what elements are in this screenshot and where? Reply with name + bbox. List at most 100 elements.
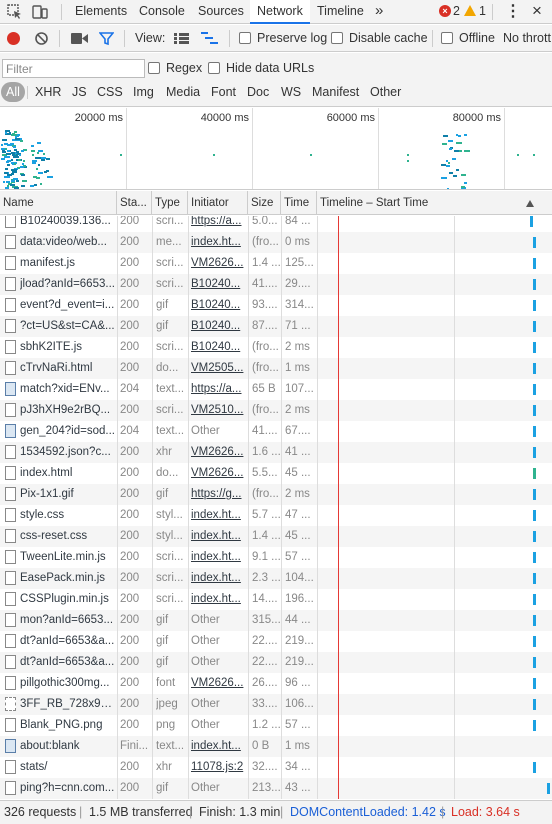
cell-initiator[interactable]: VM2505...	[191, 362, 244, 374]
table-row[interactable]: ?ct=US&st=CA&... 200 gif B10240... 87.... 71 …	[0, 316, 552, 337]
table-row[interactable]: manifest.js 200 scri... VM2626... 1.4 ... 125…	[0, 253, 552, 274]
more-tabs-button[interactable]: »	[375, 2, 384, 19]
table-row[interactable]: Pix-1x1.gif 200 gif https://g... (fro... 2 ms	[0, 484, 552, 505]
column-header-initiator[interactable]: Initiator	[188, 191, 248, 215]
filter-type-xhr[interactable]: XHR	[35, 85, 62, 99]
cell-initiator[interactable]: VM2626...	[191, 257, 244, 269]
table-row[interactable]: mon?anId=6653... 200 gif Other 315... 44 ...	[0, 610, 552, 631]
table-row[interactable]: style.css 200 styl... index.ht... 5.7 ... 47 …	[0, 505, 552, 526]
preserve-log-label[interactable]: Preserve log	[257, 31, 328, 45]
large-rows-icon[interactable]	[174, 33, 189, 44]
filter-type-ws[interactable]: WS	[281, 85, 302, 99]
table-row[interactable]: gen_204?id=sod... 204 text... Other 41.... 67…	[0, 421, 552, 442]
clear-icon[interactable]	[34, 31, 49, 46]
table-row[interactable]: EasePack.min.js 200 scri... index.ht... 2.3 …	[0, 568, 552, 589]
cell-initiator[interactable]: index.ht...	[191, 593, 241, 605]
tab-elements[interactable]: Elements	[75, 4, 128, 18]
table-row[interactable]: stats/200 xhr 11078.js:2 32.... 34 ...	[0, 757, 552, 778]
table-row[interactable]: cTrvNaRi.html 200 do... VM2505... (fro... 1 m…	[0, 358, 552, 379]
cell-initiator[interactable]: index.ht...	[191, 509, 241, 521]
cell-initiator[interactable]: B10240...	[191, 278, 241, 290]
tab-console[interactable]: Console	[139, 4, 185, 18]
hide-data-urls-checkbox[interactable]	[208, 62, 220, 74]
table-row[interactable]: index.html 200 do... VM2626... 5.5... 45 ...	[0, 463, 552, 484]
table-row[interactable]: CSSPlugin.min.js 200 scri... index.ht... 14.…	[0, 589, 552, 610]
close-icon[interactable]: ×	[532, 1, 542, 20]
record-icon[interactable]	[7, 32, 20, 45]
filter-type-doc[interactable]: Doc	[247, 85, 270, 99]
table-row[interactable]: Blank_PNG.png 200 png Other 1.2 ... 57 ...	[0, 715, 552, 736]
cell-initiator[interactable]: index.ht...	[191, 236, 241, 248]
cell-initiator[interactable]: VM2626...	[191, 467, 244, 479]
camera-icon[interactable]	[71, 33, 88, 44]
sort-ascending-icon[interactable]	[526, 200, 534, 207]
table-row[interactable]: ping?h=cnn.com... 200 gif Other 213... 43 ...	[0, 778, 552, 799]
tab-network[interactable]: Network	[250, 0, 310, 24]
tab-timeline[interactable]: Timeline	[317, 4, 364, 18]
cell-initiator[interactable]: index.ht...	[191, 551, 241, 563]
cell-initiator[interactable]: VM2510...	[191, 404, 244, 416]
column-header-timeline[interactable]: Timeline – Start Time	[320, 197, 429, 209]
filter-type-media[interactable]: Media	[166, 85, 201, 99]
cell-initiator[interactable]: https://a...	[191, 216, 242, 227]
table-row[interactable]: 1534592.json?c... 200 xhr VM2626... 1.6 ... 4…	[0, 442, 552, 463]
cell-initiator[interactable]: index.ht...	[191, 740, 241, 752]
table-row[interactable]: event?d_event=i... 200 gif B10240... 93.... 3…	[0, 295, 552, 316]
cell-initiator[interactable]: VM2626...	[191, 446, 244, 458]
filter-input[interactable]	[2, 59, 145, 78]
error-count[interactable]: 2	[453, 4, 460, 18]
table-row[interactable]: pJ3hXH9e2rBQ... 200 scri... VM2510... (fro..…	[0, 400, 552, 421]
table-row[interactable]: pillgothic300mg... 200 font VM2626... 26....…	[0, 673, 552, 694]
cell-initiator[interactable]: https://a...	[191, 383, 242, 395]
table-row[interactable]: dt?anId=6653&a... 200 gif Other 22.... 219...	[0, 631, 552, 652]
cell-initiator[interactable]: 11078.js:2	[191, 761, 244, 773]
throttling-select[interactable]: No thrott	[503, 31, 551, 45]
disable-cache-checkbox[interactable]	[331, 32, 343, 44]
customize-menu-icon[interactable]: ⋮	[505, 3, 521, 20]
column-header-status[interactable]: Sta...	[117, 191, 152, 215]
filter-type-img[interactable]: Img	[133, 85, 154, 99]
hide-data-urls-label[interactable]: Hide data URLs	[226, 61, 315, 75]
regex-label[interactable]: Regex	[166, 61, 203, 75]
table-row[interactable]: about:blank Fini... text... index.ht... 0 B 1…	[0, 736, 552, 757]
waterfall-overview-icon[interactable]	[201, 32, 218, 45]
table-row[interactable]: match?xid=ENv... 204 text... https://a... 65…	[0, 379, 552, 400]
table-row[interactable]: jload?anId=6653... 200 scri... B10240... 41.…	[0, 274, 552, 295]
offline-label[interactable]: Offline	[459, 31, 495, 45]
offline-checkbox[interactable]	[441, 32, 453, 44]
table-row[interactable]: 3FF_RB_728x90-... 200 jpeg Other 33.... 106..…	[0, 694, 552, 715]
table-row[interactable]: css-reset.css 200 styl... index.ht... 1.4 ..…	[0, 526, 552, 547]
filter-type-manifest[interactable]: Manifest	[312, 85, 360, 99]
table-row[interactable]: TweenLite.min.js 200 scri... index.ht... 9.1…	[0, 547, 552, 568]
filter-icon[interactable]	[99, 31, 114, 46]
filter-type-all[interactable]: All	[1, 82, 25, 102]
column-header-type[interactable]: Type	[152, 191, 188, 215]
cell-initiator[interactable]: https://g...	[191, 488, 242, 500]
warning-icon[interactable]	[464, 5, 476, 16]
tab-sources[interactable]: Sources	[198, 4, 244, 18]
filter-type-js[interactable]: JS	[72, 85, 87, 99]
warning-count[interactable]: 1	[479, 4, 486, 18]
regex-checkbox[interactable]	[148, 62, 160, 74]
preserve-log-checkbox[interactable]	[239, 32, 251, 44]
cell-initiator[interactable]: index.ht...	[191, 572, 241, 584]
filter-type-font[interactable]: Font	[211, 85, 237, 99]
error-icon[interactable]: ×	[439, 5, 451, 17]
cell-initiator[interactable]: index.ht...	[191, 530, 241, 542]
cell-initiator[interactable]: B10240...	[191, 341, 241, 353]
table-row[interactable]: data:video/web... 200 me... index.ht... (fro…	[0, 232, 552, 253]
table-row[interactable]: sbhK2ITE.js 200 scri... B10240... (fro... 2 m…	[0, 337, 552, 358]
cell-initiator[interactable]: B10240...	[191, 299, 241, 311]
cell-initiator[interactable]: VM2626...	[191, 677, 244, 689]
column-header-name[interactable]: Name	[0, 191, 117, 215]
table-row[interactable]: B10240039.136... 200 scri... https://a... 5.…	[0, 216, 552, 232]
disable-cache-label[interactable]: Disable cache	[349, 31, 428, 45]
column-header-time[interactable]: Time	[281, 191, 317, 215]
table-row[interactable]: dt?anId=6653&a... 200 gif Other 22.... 219...	[0, 652, 552, 673]
cell-initiator[interactable]: B10240...	[191, 320, 241, 332]
inspect-element-icon[interactable]	[6, 3, 24, 21]
filter-type-css[interactable]: CSS	[97, 85, 123, 99]
device-toolbar-icon[interactable]	[31, 3, 49, 21]
filter-type-other[interactable]: Other	[370, 85, 402, 99]
network-overview[interactable]: 20000 ms 40000 ms 60000 ms 80000 ms	[0, 108, 552, 190]
